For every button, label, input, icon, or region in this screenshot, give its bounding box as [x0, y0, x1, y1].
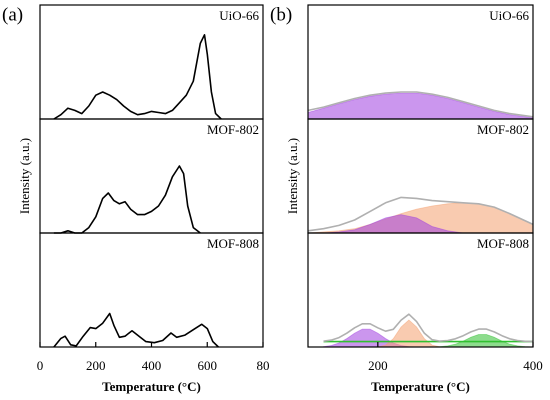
panel-label: (a) [2, 4, 23, 25]
y-axis-label: Intensity (a.u.) [17, 138, 32, 214]
curve [323, 313, 534, 343]
y-axis-label: Intensity (a.u.) [285, 138, 300, 214]
curve [307, 91, 534, 118]
peak-area [307, 92, 534, 120]
x-axis-label: Temperature (°C) [371, 379, 470, 394]
curve [53, 312, 219, 348]
curve [53, 165, 201, 234]
sample-label: UiO-66 [489, 8, 529, 23]
x-tick-label: 80 [257, 358, 270, 373]
x-tick-label: 400 [142, 358, 162, 373]
x-axis-label: Temperature (°C) [102, 379, 201, 394]
x-tick-label: 600 [198, 358, 218, 373]
sample-label: MOF-808 [477, 236, 529, 251]
sample-label: MOF-802 [207, 122, 259, 137]
x-tick-label: 400 [523, 358, 543, 373]
sample-label: UiO-66 [219, 8, 259, 23]
x-tick-label: 200 [86, 358, 106, 373]
curve [307, 196, 534, 232]
curve [53, 34, 222, 120]
subplot-frame [307, 232, 534, 348]
x-tick-label: 0 [37, 358, 44, 373]
sample-label: MOF-802 [477, 122, 529, 137]
x-tick-label: 200 [368, 358, 388, 373]
sample-label: MOF-808 [207, 236, 259, 251]
panel-label: (b) [270, 4, 292, 25]
